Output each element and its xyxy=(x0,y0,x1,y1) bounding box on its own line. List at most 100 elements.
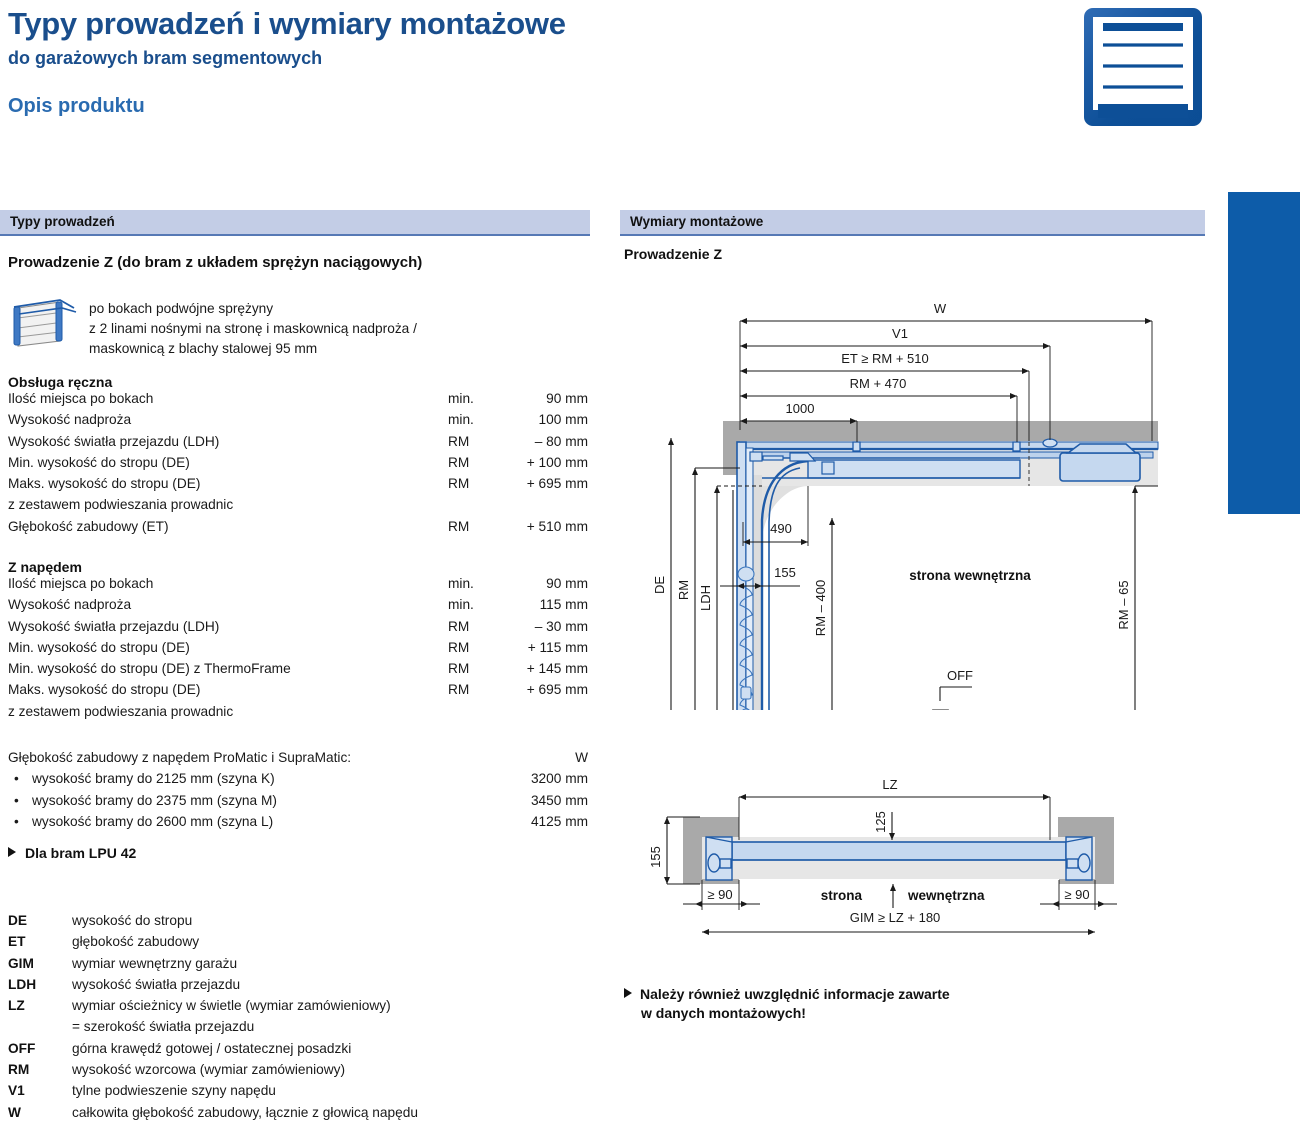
svg-text:1000: 1000 xyxy=(786,401,815,416)
glossary-desc: wysokość wzorcowa (wymiar zamówieniowy) xyxy=(72,1062,346,1078)
list-item: W całkowita głębokość zabudowy, łącznie … xyxy=(0,1105,596,1126)
svg-text:strona wewnętrzna: strona wewnętrzna xyxy=(909,568,1031,583)
desc-line-3: maskownicą z blachy stalowej 95 mm xyxy=(89,341,318,357)
spec-label: Głębokość zabudowy (ET) xyxy=(8,518,169,534)
left-section-bar-label: Typy prowadzeń xyxy=(10,214,115,229)
spec-label: Wysokość nadproża xyxy=(8,597,132,613)
spec-row: Min. wysokość do stropu (DE) RM + 115 mm xyxy=(0,640,596,661)
list-item: = szerokość światła przejazdu xyxy=(0,1019,596,1040)
manual-heading: Obsługa ręczna xyxy=(8,374,113,390)
page-header: Typy prowadzeń i wymiary montażowe do ga… xyxy=(0,0,1300,150)
list-item: RM wysokość wzorcowa (wymiar zamówieniow… xyxy=(0,1062,596,1083)
desc-line-1: po bokach podwójne sprężyny xyxy=(89,301,274,316)
bullet-value: 4125 mm xyxy=(530,813,588,829)
page-title: Typy prowadzeń i wymiary montażowe xyxy=(8,6,566,41)
desc-line-2: z 2 linami nośnymi na stronę i maskownic… xyxy=(89,321,417,337)
triangle-bullet-icon xyxy=(8,847,16,857)
spec-value: – 80 mm xyxy=(534,433,588,449)
list-item: • wysokość bramy do 2125 mm (szyna K) 32… xyxy=(0,771,596,792)
spec-value: 90 mm xyxy=(546,576,588,591)
svg-text:LDH: LDH xyxy=(698,585,713,611)
guide-type-title: Prowadzenie Z (do bram z układem sprężyn… xyxy=(8,254,423,271)
spec-row: Głębokość zabudowy (ET) RM + 510 mm xyxy=(0,519,596,540)
spec-unit: RM xyxy=(448,639,470,655)
svg-text:155: 155 xyxy=(648,846,663,868)
side-view-drawing: W V1 ET ≥ RM + 510 RM + 470 1000 DE RM L… xyxy=(640,290,1200,710)
svg-text:LZ: LZ xyxy=(882,777,897,792)
right-subtitle: Prowadzenie Z xyxy=(624,246,723,262)
spec-unit: RM xyxy=(448,454,470,470)
svg-text:wewnętrzna: wewnętrzna xyxy=(907,888,985,903)
spec-row: Maks. wysokość do stropu (DE) RM + 695 m… xyxy=(0,476,596,497)
spec-row: Ilość miejsca po bokach min. 90 mm xyxy=(0,391,596,412)
lpu-note: Dla bram LPU 42 xyxy=(8,845,136,861)
spec-label: Min. wysokość do stropu (DE) xyxy=(8,639,190,655)
door-spring-thumbnail-icon xyxy=(6,294,78,352)
spec-row: Min. wysokość do stropu (DE) z ThermoFra… xyxy=(0,661,596,682)
spec-unit: RM xyxy=(448,518,470,534)
svg-text:RM + 470: RM + 470 xyxy=(850,376,907,391)
left-section-bar: Typy prowadzeń xyxy=(0,210,590,236)
bullet-label: wysokość bramy do 2375 mm (szyna M) xyxy=(32,792,277,808)
spec-value: + 695 mm xyxy=(526,682,588,698)
bottom-note-line1: Należy również uwzględnić informacje zaw… xyxy=(640,986,950,1002)
spec-row: Maks. wysokość do stropu (DE) RM + 695 m… xyxy=(0,682,596,703)
glossary-key: OFF xyxy=(8,1040,36,1056)
svg-text:490: 490 xyxy=(770,521,792,536)
svg-text:ET ≥ RM + 510: ET ≥ RM + 510 xyxy=(841,351,928,366)
spec-value: 115 mm xyxy=(539,597,588,613)
spec-row: Ilość miejsca po bokach min. 90 mm xyxy=(0,576,596,597)
list-item: DE wysokość do stropu xyxy=(0,913,596,934)
spec-value: + 695 mm xyxy=(526,476,588,492)
spec-unit: min. xyxy=(448,412,474,428)
spec-label: Maks. wysokość do stropu (DE) xyxy=(8,682,201,698)
list-item: GIM wymiar wewnętrzny garażu xyxy=(0,956,596,977)
spec-value: 100 mm xyxy=(538,412,588,428)
list-item: OFF górna krawędź gotowej / ostatecznej … xyxy=(0,1041,596,1062)
spec-row: Wysokość światła przejazdu (LDH) RM – 80… xyxy=(0,434,596,455)
glossary-key: RM xyxy=(8,1062,30,1078)
spec-row: z zestawem podwieszania prowadnic xyxy=(0,497,596,518)
svg-text:155: 155 xyxy=(774,565,796,580)
glossary-key: LDH xyxy=(8,976,37,992)
spec-unit: RM xyxy=(448,618,470,634)
svg-text:RM: RM xyxy=(676,580,691,600)
sectional-garage-door-icon xyxy=(1084,8,1202,126)
triangle-bullet-icon xyxy=(624,988,632,998)
section-title: Opis produktu xyxy=(8,95,145,117)
spec-value: + 115 mm xyxy=(527,639,588,655)
glossary-desc: wysokość do stropu xyxy=(72,913,193,928)
bullet-value: 3450 mm xyxy=(530,792,588,808)
spec-unit: RM xyxy=(448,433,470,449)
glossary-desc: tylne podwieszenie szyny napędu xyxy=(72,1083,276,1099)
spec-label: Maks. wysokość do stropu (DE) xyxy=(8,476,201,492)
svg-text:DE: DE xyxy=(652,576,667,594)
spec-unit: min. xyxy=(448,391,474,406)
right-section-bar-label: Wymiary montażowe xyxy=(630,214,764,229)
svg-text:≥ 90: ≥ 90 xyxy=(707,887,732,902)
spec-label: Wysokość nadproża xyxy=(8,412,132,428)
spec-unit: RM xyxy=(448,682,470,698)
right-section-bar: Wymiary montażowe xyxy=(620,210,1205,236)
spec-unit: min. xyxy=(448,576,474,591)
glossary-key: V1 xyxy=(8,1083,25,1099)
glossary-desc: wysokość światła przejazdu xyxy=(72,976,241,992)
bullet-value: 3200 mm xyxy=(530,771,588,787)
list-item: ET głębokość zabudowy xyxy=(0,934,596,955)
spec-label: z zestawem podwieszania prowadnic xyxy=(8,497,234,513)
svg-text:RM – 400: RM – 400 xyxy=(813,580,828,636)
bullet-icon: • xyxy=(14,792,19,808)
spec-label: Ilość miejsca po bokach xyxy=(8,576,154,591)
list-item: V1 tylne podwieszenie szyny napędu xyxy=(0,1083,596,1104)
svg-text:OFF: OFF xyxy=(947,668,973,683)
lpu-note-label: Dla bram LPU 42 xyxy=(25,845,137,861)
spec-row: Wysokość nadproża min. 115 mm xyxy=(0,597,596,618)
svg-text:≥ 90: ≥ 90 xyxy=(1064,887,1089,902)
spec-label: Min. wysokość do stropu (DE) z ThermoFra… xyxy=(8,661,291,677)
page-subtitle: do garażowych bram segmentowych xyxy=(8,48,323,68)
spec-unit: RM xyxy=(448,476,470,492)
list-item: • wysokość bramy do 2600 mm (szyna L) 41… xyxy=(0,814,596,835)
powered-heading: Z napędem xyxy=(8,559,82,575)
svg-text:strona: strona xyxy=(821,888,863,903)
spec-value: 90 mm xyxy=(546,391,588,406)
